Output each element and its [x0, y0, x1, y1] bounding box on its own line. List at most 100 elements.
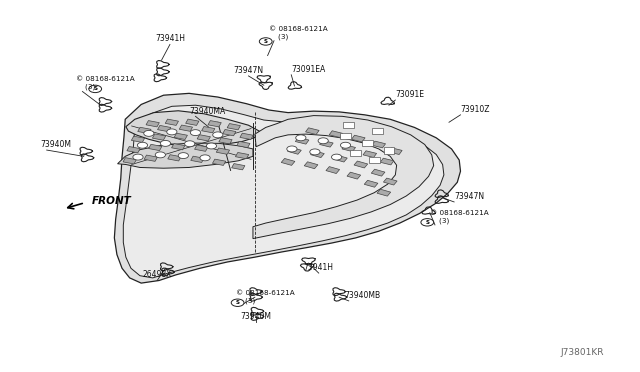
- Polygon shape: [216, 148, 230, 154]
- Text: © 08168-6121A
    (3): © 08168-6121A (3): [269, 26, 328, 39]
- Circle shape: [144, 131, 154, 137]
- Polygon shape: [347, 172, 361, 179]
- Polygon shape: [354, 161, 368, 168]
- Polygon shape: [329, 131, 343, 138]
- Circle shape: [318, 138, 328, 144]
- Polygon shape: [232, 164, 245, 170]
- Circle shape: [287, 146, 297, 152]
- Polygon shape: [236, 153, 249, 159]
- Circle shape: [212, 132, 223, 138]
- Polygon shape: [165, 119, 179, 125]
- Polygon shape: [146, 121, 159, 127]
- Polygon shape: [351, 135, 365, 142]
- Circle shape: [156, 152, 166, 158]
- Polygon shape: [377, 189, 390, 196]
- Text: © 08168-6121A
    (3): © 08168-6121A (3): [76, 76, 135, 90]
- Polygon shape: [148, 144, 162, 151]
- Polygon shape: [157, 125, 171, 132]
- Text: 73947N: 73947N: [454, 192, 484, 201]
- Text: 26498X: 26498X: [143, 270, 172, 279]
- Text: 73940M: 73940M: [241, 312, 271, 321]
- Circle shape: [231, 299, 244, 307]
- Text: 73941H: 73941H: [155, 34, 185, 43]
- Text: © 08168-6121A
    (3): © 08168-6121A (3): [430, 210, 488, 224]
- Polygon shape: [326, 167, 340, 173]
- Text: S: S: [264, 39, 268, 44]
- Polygon shape: [127, 147, 140, 153]
- Polygon shape: [212, 159, 226, 166]
- Polygon shape: [304, 162, 318, 169]
- Circle shape: [133, 154, 143, 160]
- Polygon shape: [380, 158, 394, 165]
- Circle shape: [421, 219, 434, 226]
- Text: 73941H: 73941H: [304, 263, 333, 272]
- Polygon shape: [372, 141, 385, 148]
- Polygon shape: [227, 124, 241, 130]
- Text: J73801KR: J73801KR: [561, 348, 604, 357]
- Text: 73940M: 73940M: [40, 140, 71, 149]
- Polygon shape: [138, 127, 151, 134]
- Polygon shape: [123, 158, 136, 164]
- Text: 73091EA: 73091EA: [291, 65, 326, 74]
- Polygon shape: [174, 133, 188, 140]
- Circle shape: [89, 85, 102, 93]
- Polygon shape: [237, 141, 250, 148]
- Polygon shape: [281, 158, 295, 166]
- Text: S: S: [93, 86, 97, 92]
- Circle shape: [332, 154, 342, 160]
- Polygon shape: [388, 148, 402, 154]
- Polygon shape: [197, 135, 211, 141]
- Circle shape: [259, 38, 272, 45]
- Polygon shape: [152, 134, 166, 140]
- Polygon shape: [305, 128, 319, 135]
- Polygon shape: [126, 111, 259, 146]
- Circle shape: [178, 153, 188, 158]
- Text: 73940MB: 73940MB: [344, 291, 380, 300]
- Polygon shape: [179, 125, 193, 131]
- Polygon shape: [342, 145, 356, 151]
- Polygon shape: [144, 155, 157, 161]
- Polygon shape: [223, 129, 236, 136]
- Polygon shape: [191, 156, 204, 163]
- Circle shape: [310, 149, 320, 155]
- Polygon shape: [253, 116, 434, 238]
- Polygon shape: [195, 145, 208, 151]
- Text: 73947N: 73947N: [234, 66, 264, 75]
- Polygon shape: [364, 180, 378, 187]
- Polygon shape: [383, 178, 397, 185]
- Polygon shape: [131, 136, 145, 142]
- Polygon shape: [202, 126, 215, 133]
- Polygon shape: [363, 151, 376, 157]
- Text: 73910Z: 73910Z: [461, 105, 490, 114]
- Circle shape: [206, 143, 216, 149]
- Circle shape: [190, 130, 200, 136]
- Polygon shape: [124, 105, 444, 278]
- Polygon shape: [186, 119, 199, 125]
- Text: FRONT: FRONT: [92, 196, 131, 206]
- Polygon shape: [240, 133, 253, 140]
- Polygon shape: [319, 140, 333, 147]
- Text: 73091E: 73091E: [396, 90, 424, 99]
- Polygon shape: [371, 169, 385, 176]
- Circle shape: [200, 155, 210, 161]
- Polygon shape: [115, 93, 461, 283]
- Text: S: S: [236, 300, 239, 305]
- Text: © 08168-6121A
    (3): © 08168-6121A (3): [236, 291, 294, 304]
- Text: S: S: [426, 220, 429, 225]
- Polygon shape: [208, 121, 221, 127]
- Polygon shape: [333, 155, 348, 162]
- Circle shape: [167, 129, 177, 135]
- Polygon shape: [287, 147, 301, 154]
- Circle shape: [184, 141, 195, 147]
- Circle shape: [161, 140, 171, 146]
- Text: 73940MA: 73940MA: [189, 107, 225, 116]
- Polygon shape: [168, 155, 181, 161]
- Circle shape: [340, 142, 351, 148]
- Polygon shape: [172, 144, 185, 150]
- Polygon shape: [219, 138, 232, 144]
- Polygon shape: [310, 151, 324, 158]
- Circle shape: [138, 142, 148, 148]
- Polygon shape: [118, 143, 253, 168]
- Circle shape: [296, 135, 306, 141]
- Polygon shape: [295, 137, 309, 144]
